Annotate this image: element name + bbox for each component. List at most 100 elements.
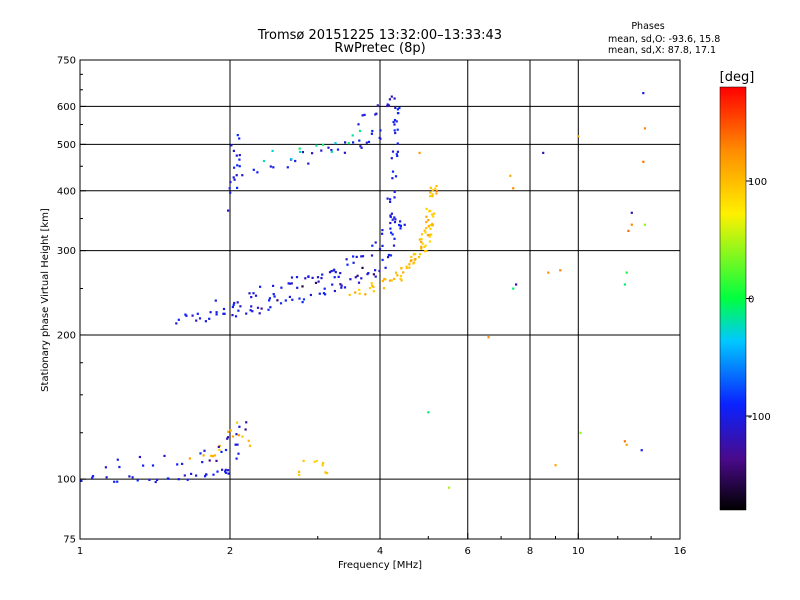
data-point [215, 459, 218, 462]
data-point [354, 291, 357, 294]
data-point [389, 214, 392, 217]
grid-lines [80, 60, 680, 539]
data-point [290, 158, 293, 161]
colorbar [719, 86, 747, 511]
phases-o-stat: mean, sd,O: -93.6, 15.8 [608, 34, 720, 45]
data-point [427, 219, 430, 222]
data-point [429, 186, 432, 189]
data-point [177, 478, 180, 481]
data-point [235, 174, 238, 177]
data-point [205, 473, 208, 476]
data-point [330, 270, 333, 273]
data-point [284, 299, 287, 302]
data-point [352, 141, 355, 144]
data-point [368, 287, 372, 290]
data-point [320, 149, 323, 152]
data-point [378, 269, 381, 273]
data-point [432, 215, 435, 218]
data-point [217, 445, 220, 448]
data-point [340, 286, 343, 289]
data-point [387, 256, 390, 259]
data-point [387, 253, 390, 257]
data-point [296, 286, 299, 289]
data-point [389, 227, 392, 230]
data-point [424, 244, 427, 247]
data-point [343, 286, 347, 289]
data-point [231, 305, 234, 309]
data-point [311, 276, 314, 279]
data-point [268, 299, 271, 302]
data-point [410, 259, 413, 262]
data-point [393, 97, 396, 100]
phases-title: Phases [631, 21, 664, 32]
data-point [315, 459, 318, 463]
data-point [252, 292, 255, 295]
data-point [276, 299, 279, 302]
data-point [352, 261, 355, 264]
data-point [313, 460, 316, 463]
data-point [372, 285, 375, 289]
data-point [316, 276, 320, 279]
chart-subtitle: RwPretec (8p) [334, 41, 425, 56]
data-point [428, 233, 431, 236]
data-point [387, 104, 391, 107]
data-point [393, 196, 396, 199]
data-point [420, 240, 423, 244]
data-point [435, 184, 438, 188]
data-point [208, 317, 211, 320]
data-point [298, 473, 301, 477]
data-point [321, 464, 324, 467]
data-point [256, 171, 259, 174]
data-point [381, 258, 384, 261]
y-tick-label: 200 [57, 330, 76, 341]
data-point [204, 475, 207, 478]
y-tick-label: 75 [63, 535, 76, 546]
data-point [116, 458, 119, 461]
data-point [399, 277, 402, 280]
data-point [339, 272, 342, 275]
data-point [627, 229, 630, 232]
data-point [394, 131, 397, 135]
data-point [302, 298, 306, 301]
data-point [397, 112, 400, 115]
data-point [234, 443, 237, 446]
data-point [363, 113, 366, 116]
data-point [233, 166, 236, 169]
colorbar-tick-label: 100 [748, 177, 767, 188]
data-point [248, 444, 251, 447]
data-point [181, 462, 184, 465]
y-tick-label: 300 [57, 246, 76, 257]
data-point [80, 479, 83, 482]
data-point [429, 223, 432, 227]
data-point [345, 258, 348, 261]
data-point [408, 263, 411, 266]
data-point [301, 301, 304, 304]
axis-ticks: 1 2 4 6 8 10 16 75 100 200 300 400 500 600 750 [57, 56, 686, 558]
data-point [347, 142, 350, 145]
data-point [232, 303, 235, 306]
data-point [322, 462, 325, 465]
data-point [344, 141, 347, 144]
data-point [254, 294, 258, 297]
data-point [349, 278, 352, 281]
data-point [429, 209, 432, 212]
data-point [361, 266, 364, 269]
data-point [250, 296, 253, 299]
data-point [413, 258, 416, 261]
data-point [295, 276, 299, 279]
data-point [374, 269, 377, 272]
data-point [389, 200, 392, 203]
data-point [400, 266, 403, 270]
data-point [487, 336, 490, 339]
data-point [221, 468, 224, 471]
data-point [554, 464, 557, 467]
data-point [298, 297, 301, 300]
data-point [239, 305, 242, 308]
data-point [188, 457, 191, 460]
data-point [326, 472, 329, 475]
data-point [625, 271, 628, 274]
data-point [366, 273, 369, 276]
data-point [235, 154, 238, 157]
data-point [317, 280, 320, 283]
y-tick-label: 100 [57, 475, 76, 486]
